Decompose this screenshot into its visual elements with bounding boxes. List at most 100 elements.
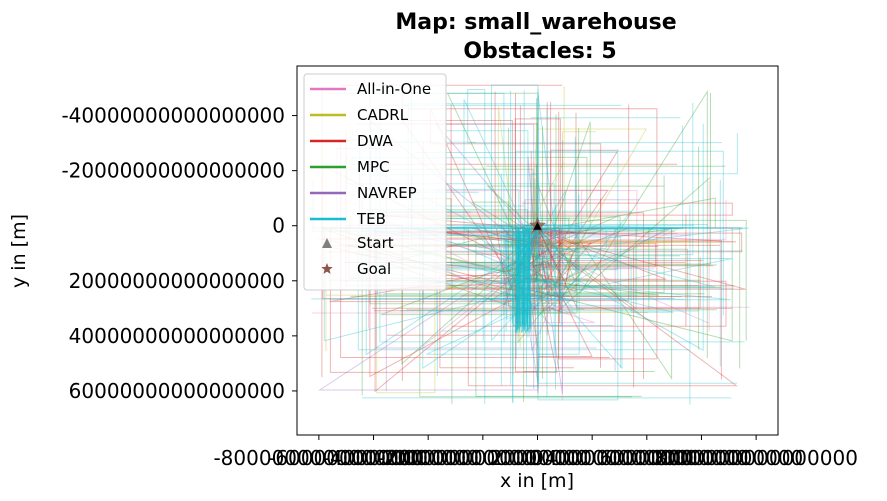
trajectory-path <box>520 231 524 327</box>
trajectory-path <box>383 89 708 359</box>
trajectory-path <box>510 228 692 376</box>
trajectory-path <box>427 227 699 312</box>
legend-item: Start <box>322 234 394 252</box>
trajectory-path <box>410 90 539 269</box>
x-tick-label: 2000000000000000 <box>490 446 694 470</box>
x-tick-label: 6000000000000000 <box>600 446 804 470</box>
trajectory-path <box>506 227 685 250</box>
trajectory-path <box>534 178 554 357</box>
trajectory-path <box>401 120 539 301</box>
trajectory-path <box>488 102 630 302</box>
y-tick-label: 20000000000000000 <box>69 269 285 293</box>
trajectory-path <box>408 227 689 309</box>
trajectory-path <box>537 228 738 387</box>
y-tick-label: -20000000000000000 <box>61 159 285 183</box>
trajectory-path <box>528 226 532 330</box>
legend-item: CADRL <box>310 106 409 124</box>
trajectory-path <box>445 130 544 338</box>
trajectory-path <box>486 185 665 270</box>
trajectory-path <box>373 227 593 312</box>
legend-label: All-in-One <box>357 80 431 98</box>
trajectory-path <box>524 226 528 331</box>
y-tick-label: 40000000000000000 <box>69 324 285 348</box>
trajectory-path <box>520 231 522 328</box>
legend-box <box>303 73 447 291</box>
trajectory-path <box>522 227 525 331</box>
trajectory-path <box>523 197 716 234</box>
legend-label: Start <box>357 234 394 252</box>
trajectory-path <box>526 229 529 326</box>
trajectory-path <box>478 133 738 249</box>
trajectory-path <box>517 226 519 330</box>
trajectory-path <box>537 102 564 336</box>
trajectory-path <box>476 227 725 313</box>
trajectory-path <box>537 149 704 289</box>
trajectory-path <box>344 227 659 388</box>
trajectory-path <box>527 229 530 324</box>
trajectory-path <box>423 156 588 228</box>
trajectory-path <box>520 228 523 326</box>
trajectory-path <box>516 226 519 331</box>
legend-swatch <box>321 263 333 274</box>
trajectory-path <box>523 228 526 326</box>
trajectory-path <box>515 175 665 294</box>
trajectory-path <box>518 231 521 330</box>
trajectory-path <box>538 146 700 350</box>
trajectory-path <box>505 212 539 332</box>
trajectory-path <box>424 227 675 299</box>
trajectory-path <box>531 228 558 351</box>
trajectory-path <box>486 114 726 274</box>
trajectory-path <box>528 228 655 307</box>
trajectory-path <box>527 227 531 334</box>
trajectory-path <box>430 194 580 229</box>
trajectory-path <box>491 84 593 342</box>
trajectory-path <box>417 227 727 327</box>
legend-label: CADRL <box>357 106 409 124</box>
legend-item: MPC <box>310 158 389 176</box>
trajectory-path <box>348 136 579 273</box>
trajectory-path <box>340 125 684 230</box>
trajectory-path <box>328 92 538 370</box>
trajectory-path <box>524 126 543 379</box>
trajectory-path <box>446 92 551 344</box>
trajectory-path <box>402 227 749 252</box>
start-marker <box>533 221 542 230</box>
legend-label: MPC <box>357 158 389 176</box>
trajectory-path <box>417 227 575 236</box>
trajectory-path <box>530 117 681 228</box>
trajectory-path <box>360 212 644 380</box>
x-tick-label: -4000000000000000 <box>323 446 534 470</box>
trajectory-path <box>461 204 556 390</box>
trajectory-path <box>467 227 738 387</box>
trajectory-path <box>521 231 524 333</box>
trajectory-path <box>318 140 563 395</box>
trajectory-path <box>513 230 516 333</box>
trajectory-path <box>372 227 540 309</box>
y-axis-label: y in [m] <box>8 214 30 288</box>
trajectory-path <box>518 229 521 325</box>
trajectory-path <box>500 173 716 386</box>
legend-item: NAVREP <box>310 184 417 202</box>
trajectory-path <box>503 227 539 359</box>
trajectory-path <box>378 210 633 310</box>
x-tick-label: 4000000000000000 <box>545 446 749 470</box>
legend-entries: All-in-One CADRL DWA MPC NAVREP TEB Start Goal <box>310 80 431 278</box>
trajectory-path <box>524 231 527 333</box>
trajectory-path <box>523 228 527 330</box>
trajectory-path <box>515 231 518 334</box>
trajectory-path <box>537 102 694 390</box>
trajectory-path <box>382 141 624 304</box>
trajectory-path <box>475 227 642 397</box>
trajectory-path <box>504 98 733 342</box>
trajectory-path <box>536 123 580 317</box>
x-tick-label: -8000000000000000 <box>213 446 424 470</box>
trajectory-path <box>512 228 515 327</box>
trajectory-path <box>417 227 721 301</box>
trajectory-path <box>498 123 704 368</box>
legend-item: Goal <box>321 260 391 278</box>
marker-layer <box>528 216 547 233</box>
trajectory-path <box>515 227 596 324</box>
trajectory-path <box>317 199 727 240</box>
legend-label: NAVREP <box>357 184 417 202</box>
trajectory-path <box>397 227 667 280</box>
